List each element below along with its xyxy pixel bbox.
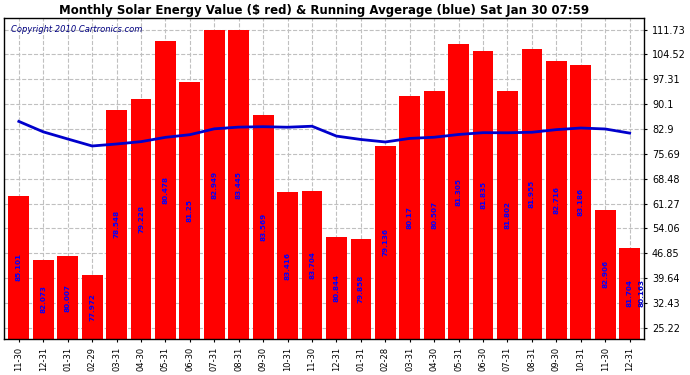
Text: 82.949: 82.949: [211, 171, 217, 199]
Bar: [277, 192, 298, 339]
Bar: [106, 110, 127, 339]
Text: 83.445: 83.445: [236, 171, 241, 199]
Text: 80.007: 80.007: [65, 284, 70, 312]
Bar: [595, 210, 615, 339]
Text: 79.136: 79.136: [382, 228, 388, 256]
Bar: [155, 41, 176, 339]
Title: Monthly Solar Energy Value ($ red) & Running Avgerage (blue) Sat Jan 30 07:59: Monthly Solar Energy Value ($ red) & Run…: [59, 4, 589, 17]
Text: 78.548: 78.548: [114, 210, 119, 238]
Text: 80.17: 80.17: [407, 206, 413, 229]
Text: 79.228: 79.228: [138, 205, 144, 233]
Text: 81.955: 81.955: [529, 180, 535, 208]
Text: 83.569: 83.569: [260, 213, 266, 241]
Text: 81.25: 81.25: [187, 199, 193, 222]
Text: 79.858: 79.858: [358, 275, 364, 303]
Bar: [448, 44, 469, 339]
Bar: [546, 62, 566, 339]
Bar: [351, 239, 371, 339]
Bar: [571, 65, 591, 339]
Text: 82.073: 82.073: [40, 285, 46, 313]
Text: Copyright 2010 Cartronics.com: Copyright 2010 Cartronics.com: [10, 25, 142, 34]
Text: 80.478: 80.478: [162, 176, 168, 204]
Text: 80.507: 80.507: [431, 201, 437, 229]
Bar: [179, 82, 200, 339]
Text: 85.101: 85.101: [16, 254, 22, 281]
Text: 81.802: 81.802: [504, 201, 511, 229]
Text: 81.704: 81.704: [627, 279, 633, 307]
Bar: [57, 256, 78, 339]
Text: 80.844: 80.844: [333, 274, 339, 302]
Text: 83.416: 83.416: [284, 252, 290, 280]
Text: 83.704: 83.704: [309, 251, 315, 279]
Bar: [81, 275, 103, 339]
Bar: [326, 237, 347, 339]
Bar: [400, 96, 420, 339]
Bar: [33, 260, 54, 339]
Text: 81.835: 81.835: [480, 181, 486, 209]
Text: 80.163: 80.163: [639, 279, 645, 307]
Bar: [228, 30, 249, 339]
Bar: [204, 30, 225, 339]
Bar: [130, 99, 151, 339]
Bar: [375, 146, 395, 339]
Bar: [253, 115, 273, 339]
Bar: [302, 191, 322, 339]
Text: 81.305: 81.305: [455, 178, 462, 206]
Bar: [497, 91, 518, 339]
Bar: [424, 91, 444, 339]
Bar: [8, 196, 29, 339]
Bar: [522, 50, 542, 339]
Text: 77.972: 77.972: [89, 293, 95, 321]
Text: 82.906: 82.906: [602, 260, 608, 288]
Bar: [473, 51, 493, 339]
Text: 83.186: 83.186: [578, 188, 584, 216]
Bar: [620, 248, 640, 339]
Text: 82.716: 82.716: [553, 186, 560, 214]
